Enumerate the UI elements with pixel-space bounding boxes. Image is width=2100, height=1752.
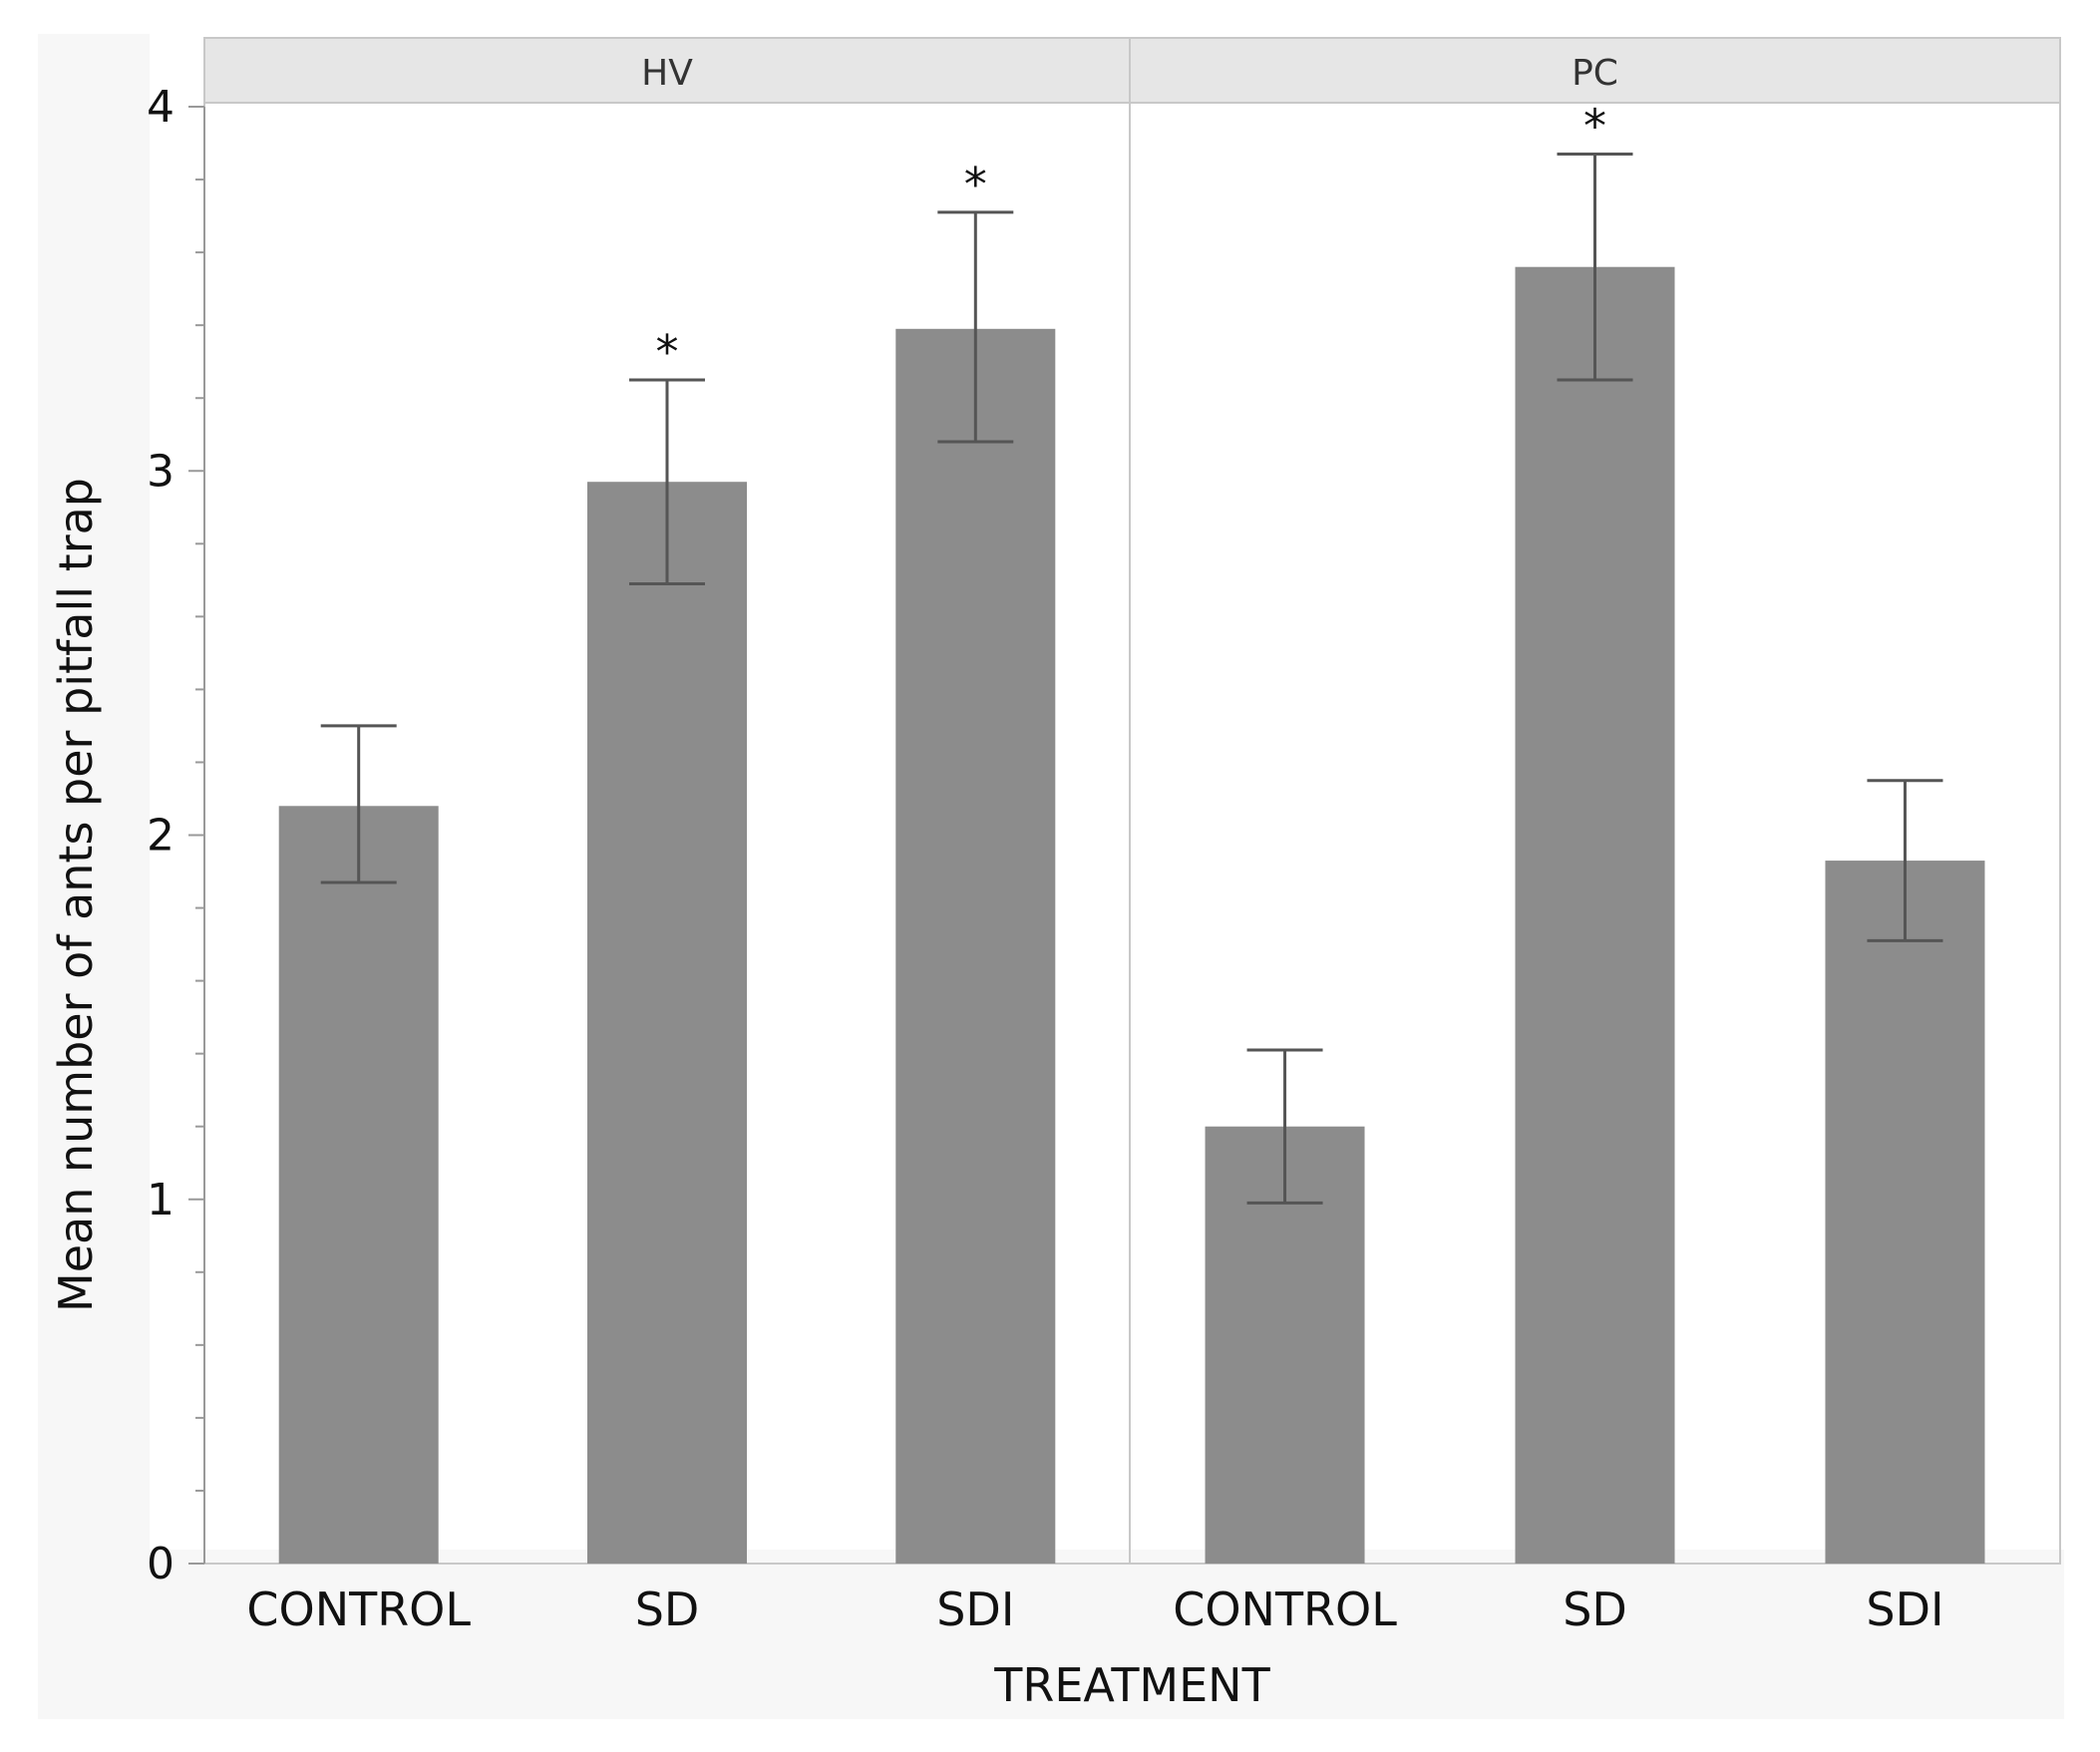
panel-pc: PC CONTROL * SD SDI bbox=[1129, 37, 2061, 1636]
error-bar-hv-sd bbox=[629, 378, 705, 585]
category-label-pc-control: CONTROL bbox=[1173, 1582, 1397, 1636]
category-label-hv-sd: SD bbox=[635, 1582, 700, 1636]
facet-label-hv: HV bbox=[641, 53, 693, 94]
category-label-hv-sdi: SDI bbox=[936, 1582, 1014, 1636]
y-axis-title: Mean number of ants per pitfall trap bbox=[49, 478, 103, 1312]
facet-label-pc: PC bbox=[1572, 53, 1618, 94]
significance-marker-pc-sd: * bbox=[1583, 99, 1606, 153]
y-tick-label-2: 2 bbox=[147, 811, 175, 862]
y-tick-label-1: 1 bbox=[147, 1175, 175, 1226]
bar-pc-sd bbox=[1515, 266, 1675, 1565]
bar-hv-sdi bbox=[895, 328, 1056, 1564]
panels-layer: HV CONTROL * SD * SDI PC CONTROL * SD SDI bbox=[203, 37, 2061, 1636]
error-bar-pc-sdi bbox=[1867, 779, 1943, 942]
y-tick-label-0: 0 bbox=[147, 1539, 175, 1589]
y-axis: 0 1 2 3 4 bbox=[147, 82, 205, 1589]
y-tick-label-4: 4 bbox=[147, 82, 175, 133]
panel-hv: HV CONTROL * SD * SDI bbox=[203, 37, 1131, 1636]
error-bar-pc-sd bbox=[1557, 152, 1633, 382]
bar-hv-control bbox=[278, 806, 439, 1564]
facet-header-pc bbox=[1129, 37, 2061, 104]
plot-area-background bbox=[150, 34, 2066, 1550]
category-label-pc-sdi: SDI bbox=[1866, 1582, 1943, 1636]
error-bar-hv-control bbox=[320, 724, 397, 884]
bar-pc-sdi bbox=[1825, 861, 1985, 1564]
bar-hv-sd bbox=[587, 482, 747, 1564]
error-bar-pc-control bbox=[1246, 1048, 1323, 1205]
significance-marker-hv-sd: * bbox=[656, 325, 679, 379]
error-bar-hv-sdi bbox=[937, 210, 1014, 444]
x-axis-title: TREATMENT bbox=[993, 1658, 1270, 1712]
category-label-hv-control: CONTROL bbox=[246, 1582, 471, 1636]
labels-layer: TREATMENT Mean number of ants per pitfal… bbox=[49, 478, 1271, 1712]
significance-marker-hv-sdi: * bbox=[964, 158, 987, 211]
y-tick-label-3: 3 bbox=[147, 446, 175, 497]
category-label-pc-sd: SD bbox=[1563, 1582, 1627, 1636]
